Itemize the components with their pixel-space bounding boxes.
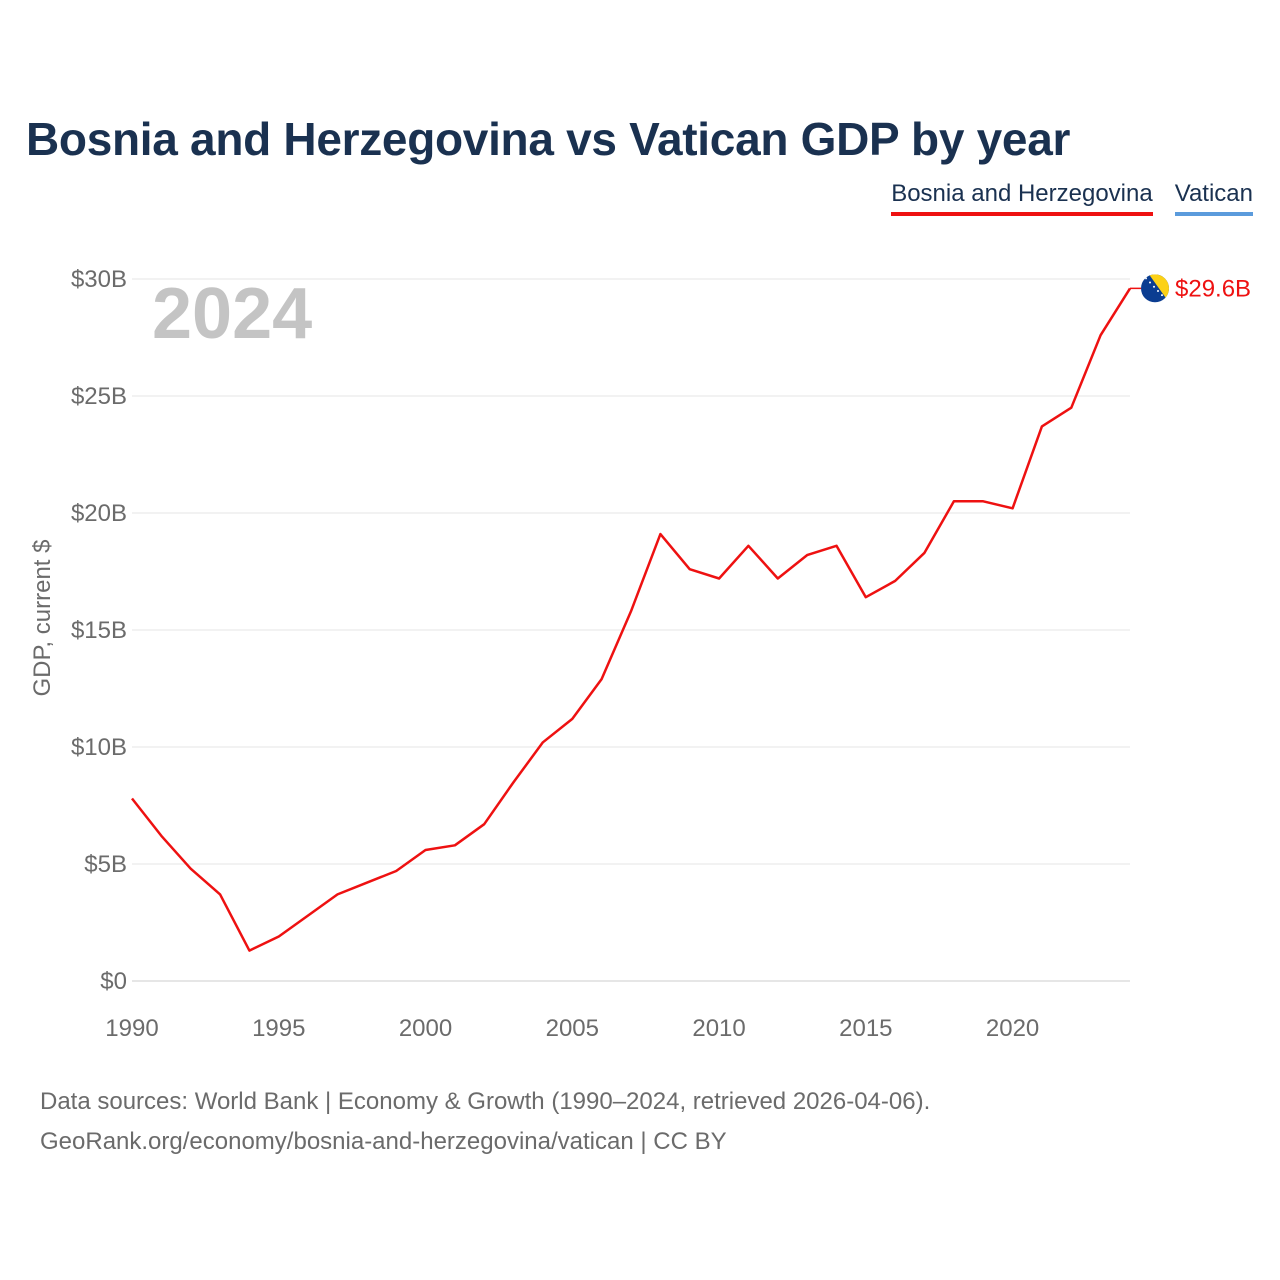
y-axis-ticks: $0 $5B $10B $15B $20B $25B $30B (71, 266, 127, 995)
series-end-value: $29.6B (1175, 275, 1251, 302)
source-url-text: GeoRank.org/economy/bosnia-and-herzegovi… (40, 1128, 727, 1155)
bosnia-flag-icon (1141, 274, 1169, 303)
legend-item-bosnia[interactable]: Bosnia and Herzegovina (891, 180, 1153, 216)
y-tick-label: $30B (71, 266, 127, 293)
series-end-marker: $29.6B (1130, 274, 1251, 303)
chart-title: Bosnia and Herzegovina vs Vatican GDP by… (26, 113, 1071, 165)
y-tick-label: $10B (71, 734, 127, 761)
x-tick-label: 1995 (252, 1015, 305, 1042)
x-tick-label: 2000 (399, 1015, 452, 1042)
x-axis-ticks: 1990 1995 2000 2005 2010 2015 2020 (105, 1015, 1039, 1042)
y-tick-label: $0 (100, 968, 127, 995)
y-tick-label: $15B (71, 617, 127, 644)
series-group (131, 287, 1132, 952)
year-watermark: 2024 (152, 274, 312, 354)
legend: Bosnia and Herzegovina Vatican (891, 180, 1253, 216)
series-line-bosnia (131, 287, 1132, 952)
x-tick-label: 1990 (105, 1015, 158, 1042)
footer: Data sources: World Bank | Economy & Gro… (40, 1082, 930, 1162)
gridlines (132, 278, 1130, 982)
y-axis-label: GDP, current $ (29, 540, 56, 697)
x-tick-label: 2005 (546, 1015, 599, 1042)
y-tick-label: $25B (71, 383, 127, 410)
data-source-text: Data sources: World Bank | Economy & Gro… (40, 1088, 931, 1115)
y-tick-label: $20B (71, 500, 127, 527)
y-tick-label: $5B (84, 851, 127, 878)
x-tick-label: 2015 (839, 1015, 892, 1042)
legend-item-vatican[interactable]: Vatican (1174, 180, 1253, 216)
x-tick-label: 2020 (986, 1015, 1039, 1042)
x-tick-label: 2010 (692, 1015, 745, 1042)
